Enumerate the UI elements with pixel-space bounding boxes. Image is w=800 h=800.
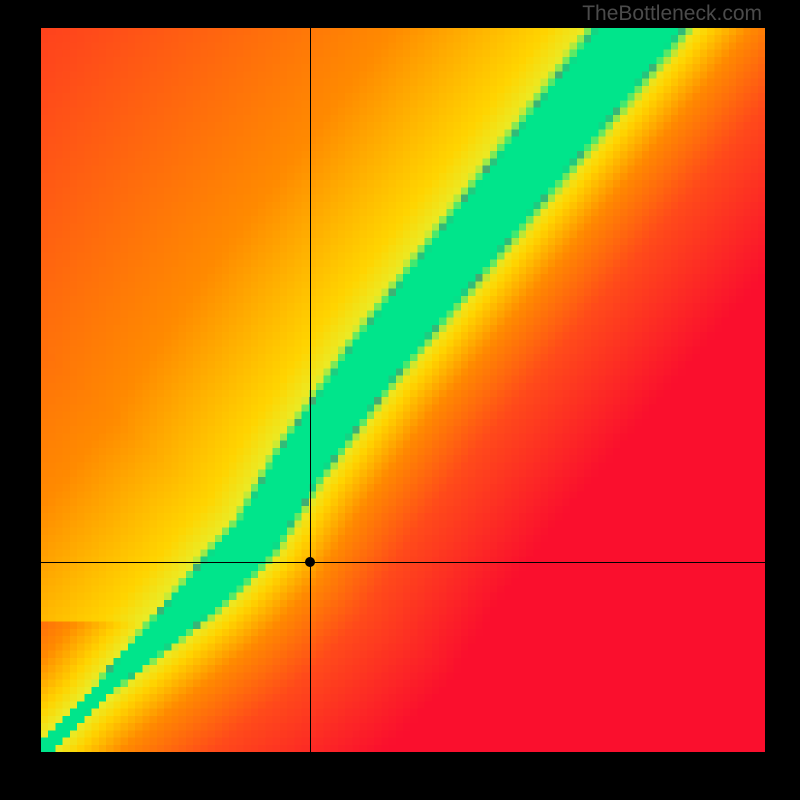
watermark-text: TheBottleneck.com — [582, 2, 762, 26]
chart-page: { "watermark": { "text": "TheBottleneck.… — [0, 0, 800, 800]
crosshair-horizontal — [41, 562, 765, 563]
bottleneck-heatmap — [41, 28, 765, 752]
crosshair-dot — [305, 557, 315, 567]
crosshair-vertical — [310, 28, 311, 752]
